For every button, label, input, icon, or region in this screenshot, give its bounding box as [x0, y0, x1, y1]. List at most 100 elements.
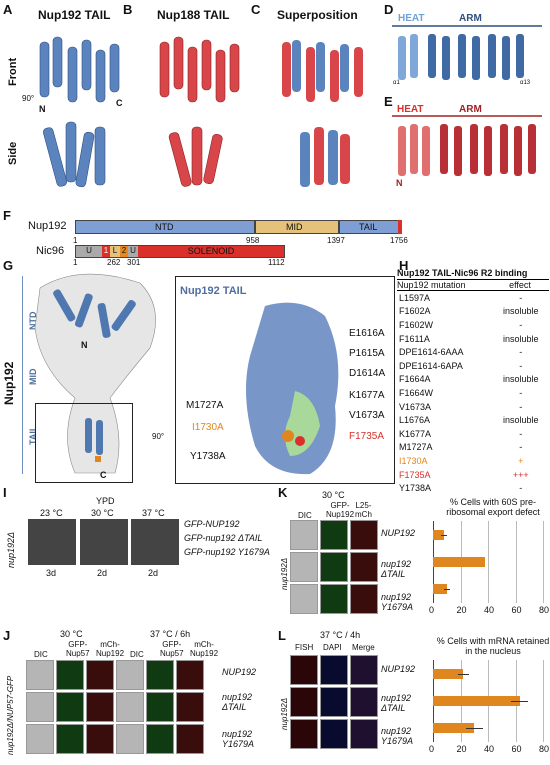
gridline [543, 660, 544, 742]
error-bar [457, 673, 469, 675]
effect-cell: +++ [512, 469, 529, 480]
panel-label-l: L [278, 628, 286, 643]
mutation-cell: F1611A [399, 333, 430, 344]
micrograph-tile [176, 724, 204, 754]
residue-label: V1673A [349, 410, 385, 421]
tick-label: 40 [484, 605, 495, 615]
table-row: F1602W - [397, 318, 549, 332]
nup192-name: Nup192 [28, 220, 67, 232]
mutation-cell: L1676A [399, 415, 431, 426]
h-col-mutation: Nup192 mutation [397, 280, 466, 290]
title-nup192-tail: Nup192 TAIL [38, 8, 111, 22]
k-row-1: NUP192 [381, 528, 416, 538]
table-row: F1664A insoluble [397, 373, 549, 387]
panel-label-j: J [3, 628, 11, 643]
l-cond: 37 °C / 4h [320, 630, 361, 640]
i-row-3: GFP-nup192 Y1679A [184, 547, 270, 557]
bar [433, 529, 444, 540]
mutation-cell: L1597A [399, 292, 431, 303]
nup192-mid-segment [255, 220, 339, 234]
k-col-l25: L25- mCh [355, 501, 372, 519]
table-row: DPE1614-6APA - [397, 359, 549, 373]
title-superposition: Superposition [277, 8, 358, 22]
structure-cartoons [39, 36, 363, 188]
l-row-1: NUP192 [381, 664, 416, 674]
rotation-label: 90° [22, 94, 35, 103]
micrograph-tile [350, 687, 378, 717]
ntd-label: NTD [155, 222, 174, 232]
h-table-body: L1597A - F1602A insoluble F1602W - F1611A insol… [397, 291, 549, 495]
effect-cell: insoluble [503, 374, 539, 385]
table-row: Y1738A - [397, 481, 549, 495]
nic96-linker: L [110, 246, 120, 257]
g-surface-model [246, 302, 339, 475]
nic96-tick-1112: 1112 [268, 258, 285, 267]
effect-cell: - [519, 387, 523, 398]
table-row: M1727A - [397, 441, 549, 455]
residue-label: I1730A [192, 422, 224, 433]
table-row: K1677A - [397, 427, 549, 441]
e-arm-label: ARM [459, 104, 482, 115]
micrograph-tile [56, 692, 84, 722]
chart1-title: % Cells with 60S pre-ribosomal export de… [446, 497, 540, 517]
nic96-tick-1: 1 [73, 258, 78, 267]
micrograph-tile [86, 724, 114, 754]
chart2: 0 20 40 60 80 [425, 660, 549, 760]
j-row-1: NUP192 [222, 667, 257, 677]
micrograph-tile [116, 724, 144, 754]
micrograph-tile [320, 520, 348, 550]
nic96-tick-262: 262 [107, 258, 121, 267]
micrograph-tile [320, 552, 348, 582]
bar [433, 584, 447, 595]
effect-cell: insoluble [503, 333, 539, 344]
d-heat-label: HEAT [398, 13, 425, 24]
c-terminus-label: C [116, 98, 123, 108]
j-col-dic-37: DIC [130, 650, 144, 659]
micrograph-tile [26, 660, 54, 690]
panel-label-f: F [3, 208, 11, 223]
nup192-tick-1: 1 [73, 236, 78, 245]
nic96-tick-301: 301 [127, 258, 141, 267]
residue-label: P1615A [349, 348, 385, 359]
g-domain-axis [22, 276, 23, 474]
mutation-cell: DPE1614-6AAA [399, 347, 464, 358]
tick-label: 60 [511, 744, 522, 754]
table-row: L1676A insoluble [397, 413, 549, 427]
nic96-u1: U [76, 246, 102, 257]
k-col-dic: DIC [298, 511, 312, 520]
h-title: Nup192 TAIL-Nic96 R2 binding [397, 268, 549, 280]
i-day-23: 3d [46, 568, 57, 578]
micrograph-tile [56, 724, 84, 754]
error-bar [444, 589, 450, 591]
chart2-title: % Cells with mRNA retained in the nucleu… [436, 636, 550, 656]
micrograph-tile [176, 692, 204, 722]
i-temp-23: 23 °C [40, 508, 63, 518]
panel-label-h: H [399, 258, 409, 273]
d-num-1: 1 [404, 28, 408, 35]
error-bar [441, 534, 447, 536]
row-label-side: Side [7, 141, 19, 165]
effect-cell: - [519, 442, 523, 453]
panel-label-e: E [384, 94, 393, 109]
micrograph-tile [290, 719, 318, 749]
e-n-label: N [396, 178, 403, 188]
panel-label-k: K [278, 485, 288, 500]
panel-label-i: I [3, 485, 7, 500]
residue-label: M1727A [186, 400, 224, 411]
g-em-density-map [34, 273, 156, 474]
tick-label: 60 [511, 605, 522, 615]
j-row-3: nup192 Y1679A [222, 729, 255, 749]
d-num-5: 4 [517, 28, 521, 35]
micrograph-tile [350, 552, 378, 582]
l-row-3: nup192 Y1679A [381, 726, 414, 746]
micrograph-tile [116, 660, 144, 690]
micrograph-tile [290, 655, 318, 685]
table-row: I1730A + [397, 454, 549, 468]
micrograph-tile [290, 520, 318, 550]
residue-label: K1677A [349, 390, 385, 401]
effect-cell: - [519, 483, 523, 494]
table-row: F1664W - [397, 386, 549, 400]
nic96-r1: 1 [102, 246, 110, 257]
panel-label-c: C [251, 2, 261, 17]
title-nup188-tail: Nup188 TAIL [157, 8, 230, 22]
